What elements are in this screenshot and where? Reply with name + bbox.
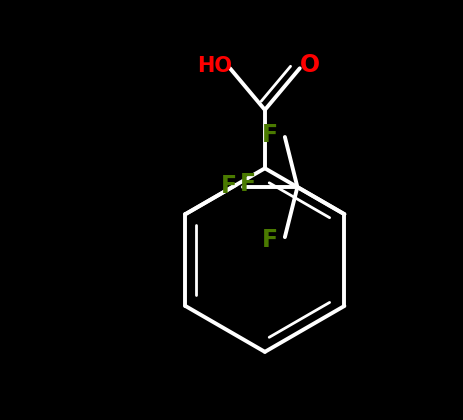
Text: F: F	[220, 174, 237, 198]
Text: F: F	[239, 172, 256, 196]
Text: O: O	[300, 53, 320, 77]
Text: F: F	[262, 123, 278, 147]
Text: HO: HO	[197, 56, 232, 76]
Text: F: F	[262, 228, 278, 252]
